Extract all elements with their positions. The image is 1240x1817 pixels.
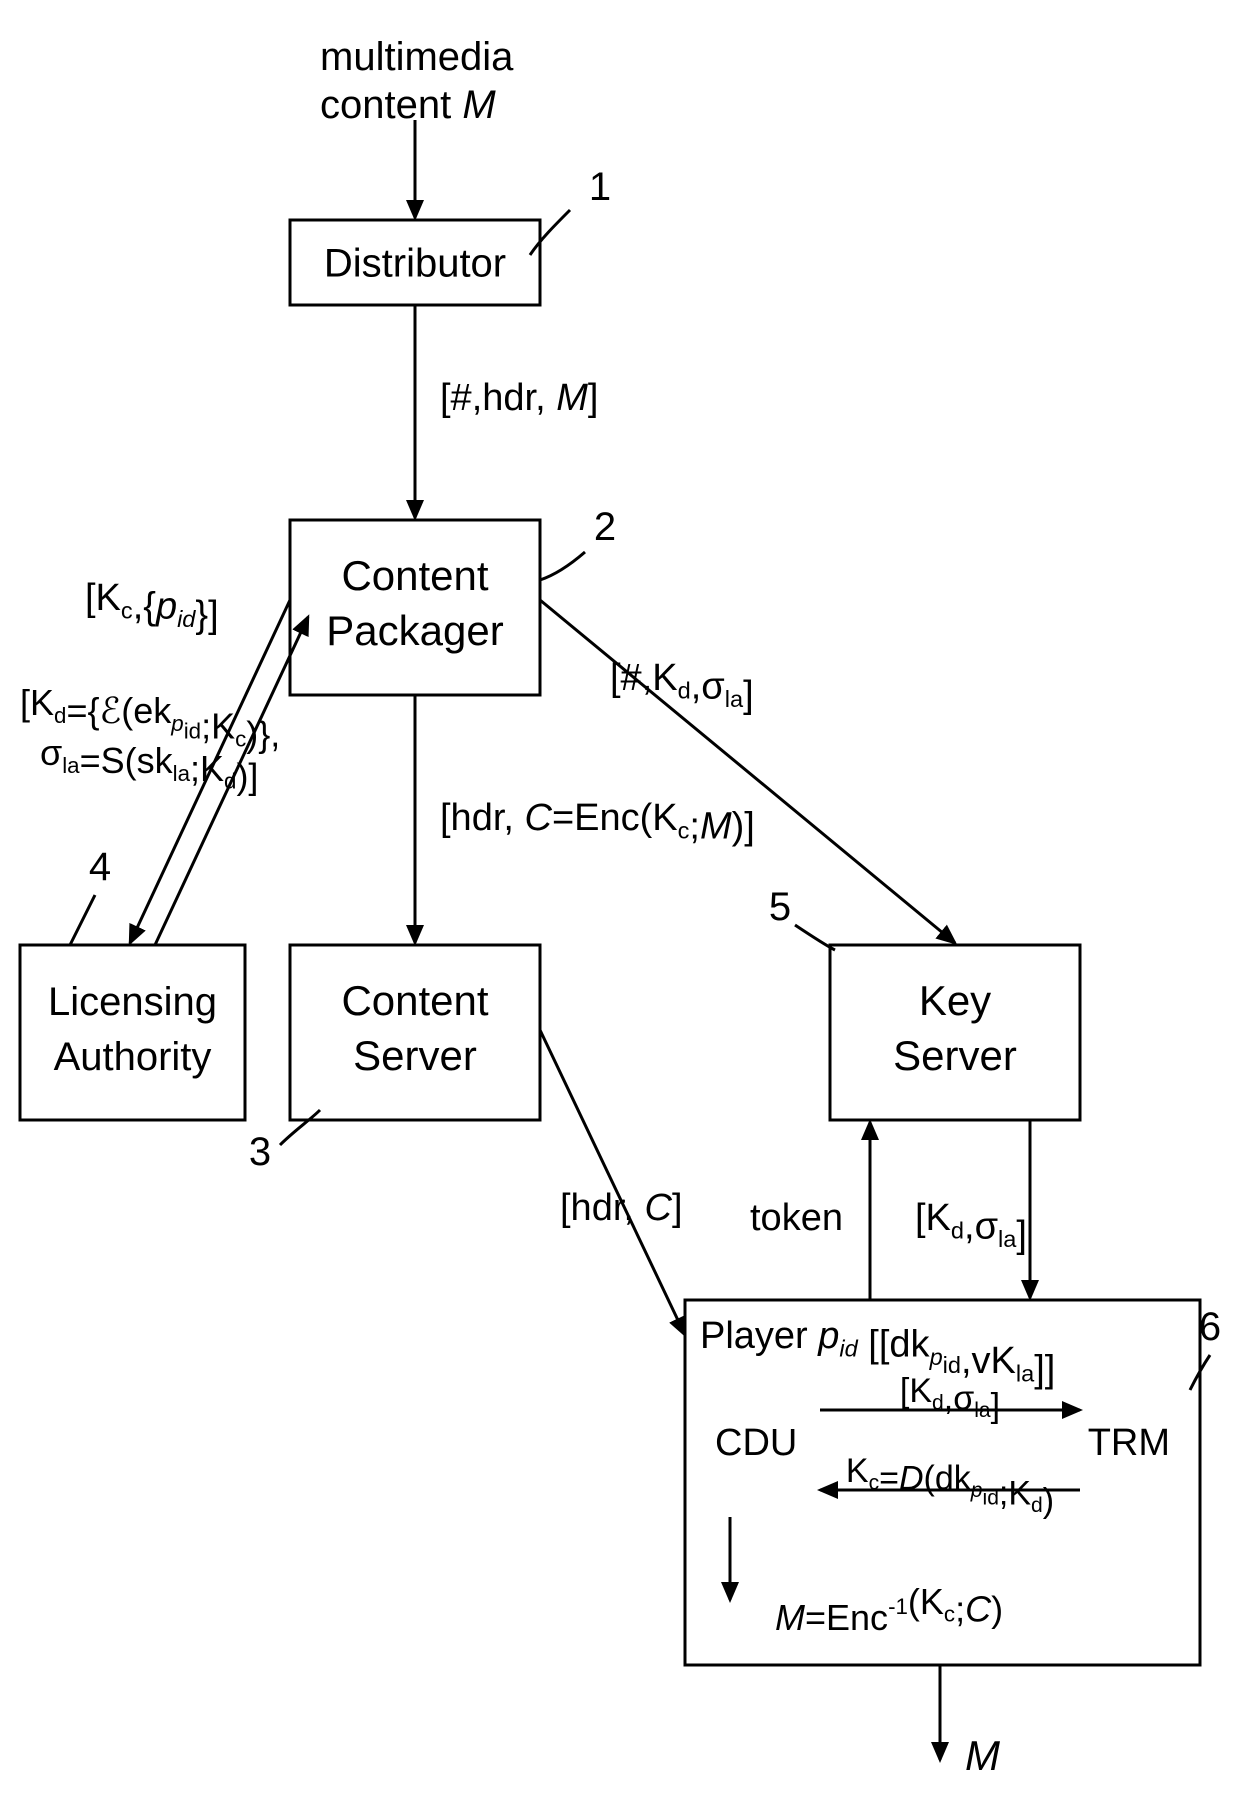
key-server-label-1: Key — [919, 977, 991, 1024]
player-out-label: M — [965, 1732, 1000, 1779]
licensing-authority-ref: 4 — [89, 845, 111, 889]
licensing-authority-ref-curve — [70, 895, 95, 945]
trm-label: TRM — [1088, 1422, 1170, 1464]
key-server-label-2: Server — [893, 1032, 1017, 1079]
key-server-ref-curve — [795, 925, 835, 950]
token-label: token — [750, 1197, 843, 1239]
distributor-label: Distributor — [324, 242, 506, 286]
cserver-to-player-arrow — [540, 1030, 685, 1335]
licensing-authority-box — [20, 945, 245, 1120]
content-packager-ref: 2 — [594, 505, 616, 549]
content-server-label-2: Server — [353, 1032, 477, 1079]
key-server-ref: 5 — [769, 885, 791, 929]
content-packager-ref-curve — [540, 552, 585, 580]
distributor-ref: 1 — [589, 165, 611, 209]
pack-to-lic-label: [Kc,{pid}] — [85, 577, 219, 636]
content-server-ref: 3 — [249, 1130, 271, 1174]
packager-to-keyserver-arrow — [540, 600, 955, 943]
cdu-label: CDU — [715, 1422, 797, 1464]
licensing-label-1: Licensing — [48, 980, 217, 1024]
licensing-label-2: Authority — [54, 1035, 212, 1079]
cserver-to-player-label: [hdr, C] — [560, 1187, 683, 1229]
pack-to-keyserver-label: [#,Kd,σla] — [610, 657, 754, 716]
dist-to-pack-label: [#,hdr, M] — [440, 377, 598, 419]
content-server-label-1: Content — [341, 977, 488, 1024]
title: multimedia content M — [320, 35, 525, 127]
keyserver-to-player-label: [Kd,σla] — [915, 1197, 1027, 1256]
player-ref: 6 — [1199, 1305, 1221, 1349]
content-packager-label-1: Content — [341, 552, 488, 599]
content-packager-label-2: Packager — [326, 607, 503, 654]
pack-to-cserver-label: [hdr, C=Enc(Kc;M)] — [440, 797, 755, 847]
